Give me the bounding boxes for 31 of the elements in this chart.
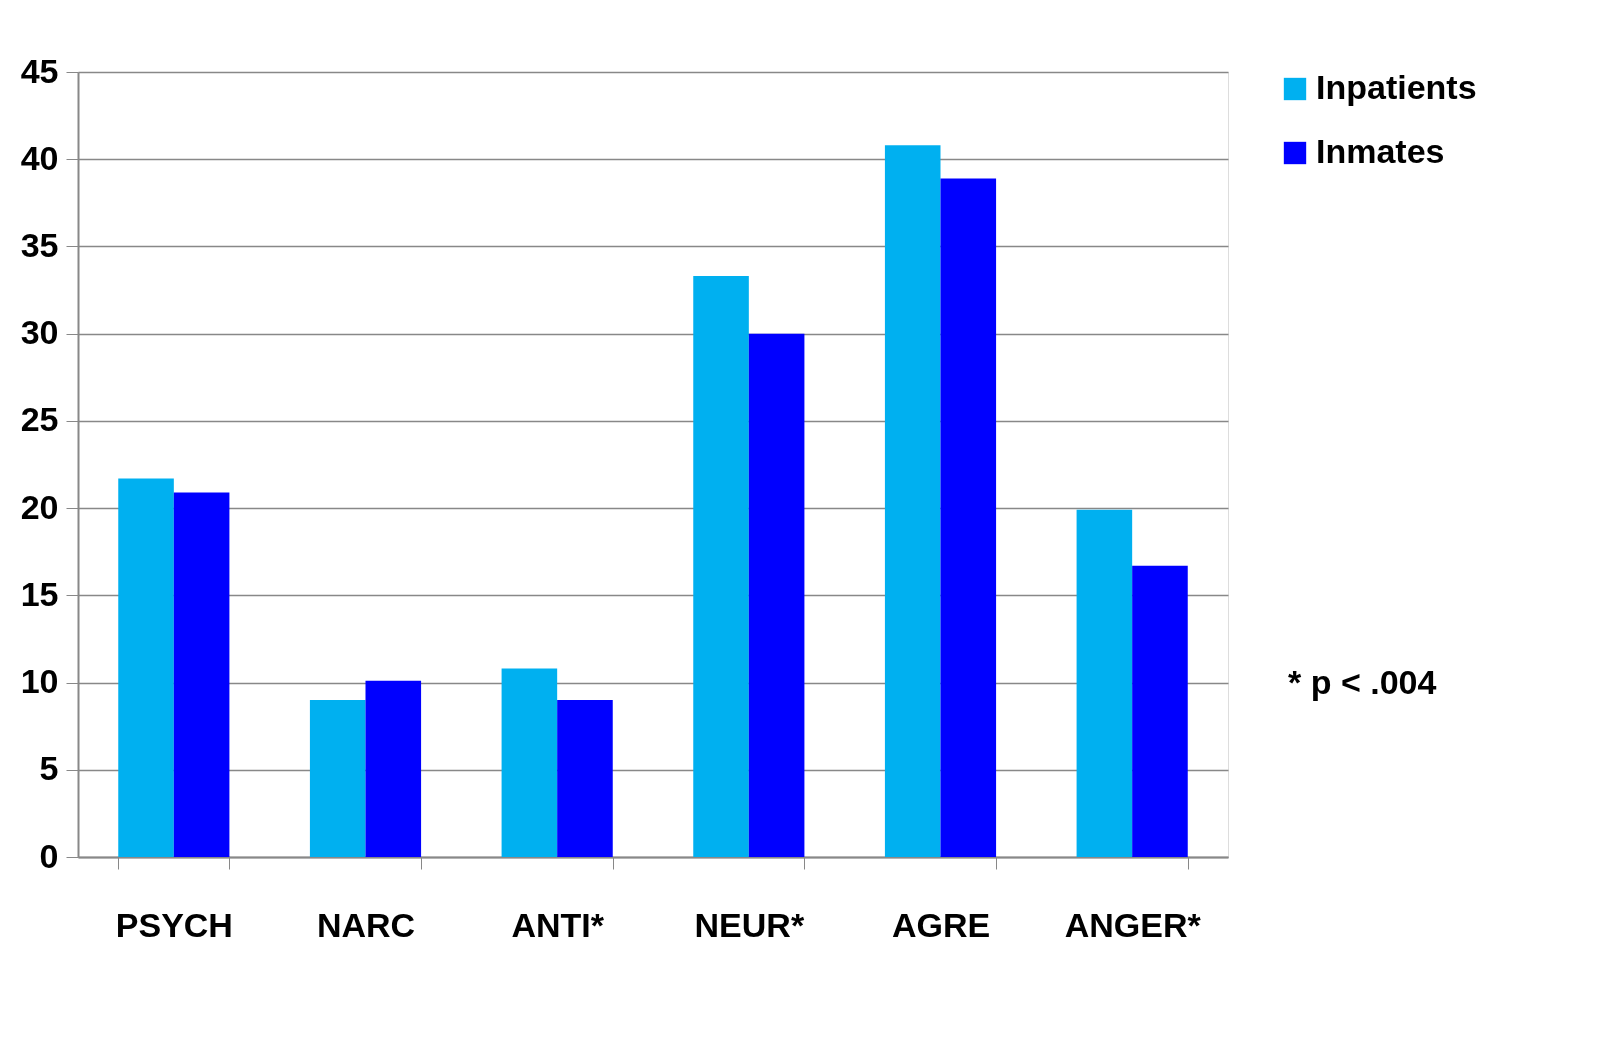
bar [748,333,805,857]
bar [501,668,558,857]
text: * p < .004 [1288,663,1437,702]
bar [1132,565,1188,857]
y-tick-label: 40 [20,138,59,177]
x-tick-label: NARC [316,905,416,944]
y-tick-label: 30 [20,313,59,352]
x-tick-label: ANGER* [1064,905,1202,944]
bar [940,178,997,857]
y-tick-label: 10 [20,662,59,701]
x-tick-label: PSYCH [115,905,233,944]
bar [365,680,422,857]
bar [884,145,941,857]
bar [693,276,749,857]
y-tick-label: 20 [20,487,59,526]
legend-label: Inmates [1316,132,1445,170]
y-tick-label: 5 [39,749,59,788]
y-tick-label: 25 [20,400,59,439]
x-tick-label: NEUR* [694,905,805,944]
bar [173,492,230,857]
bar [1076,509,1133,857]
x-tick-label: AGRE [891,905,991,944]
y-tick-label: 45 [20,51,59,90]
bar [557,700,613,857]
y-tick-label: 35 [20,225,59,264]
bar [118,478,174,857]
x-tick-label: ANTI* [511,905,605,944]
y-tick-label: 15 [20,574,59,613]
legend-label: Inpatients [1316,68,1477,106]
y-tick-label: 0 [39,836,59,875]
bar [309,700,366,857]
